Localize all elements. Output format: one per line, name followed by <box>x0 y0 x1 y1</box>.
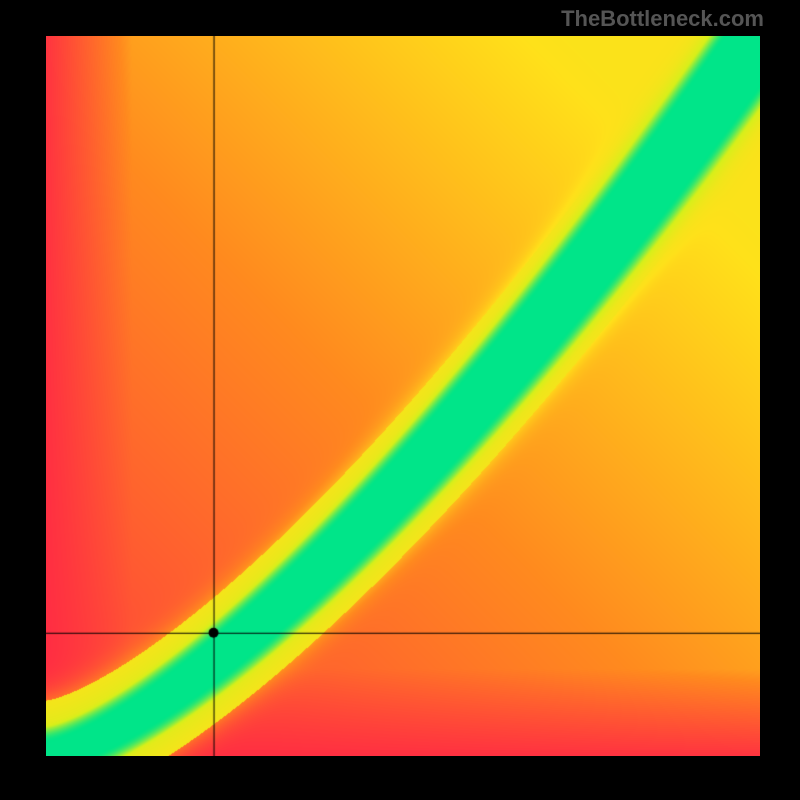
chart-container: { "watermark": { "text": "TheBottleneck.… <box>0 0 800 800</box>
watermark-text: TheBottleneck.com <box>561 6 764 32</box>
bottleneck-heatmap <box>46 36 760 756</box>
